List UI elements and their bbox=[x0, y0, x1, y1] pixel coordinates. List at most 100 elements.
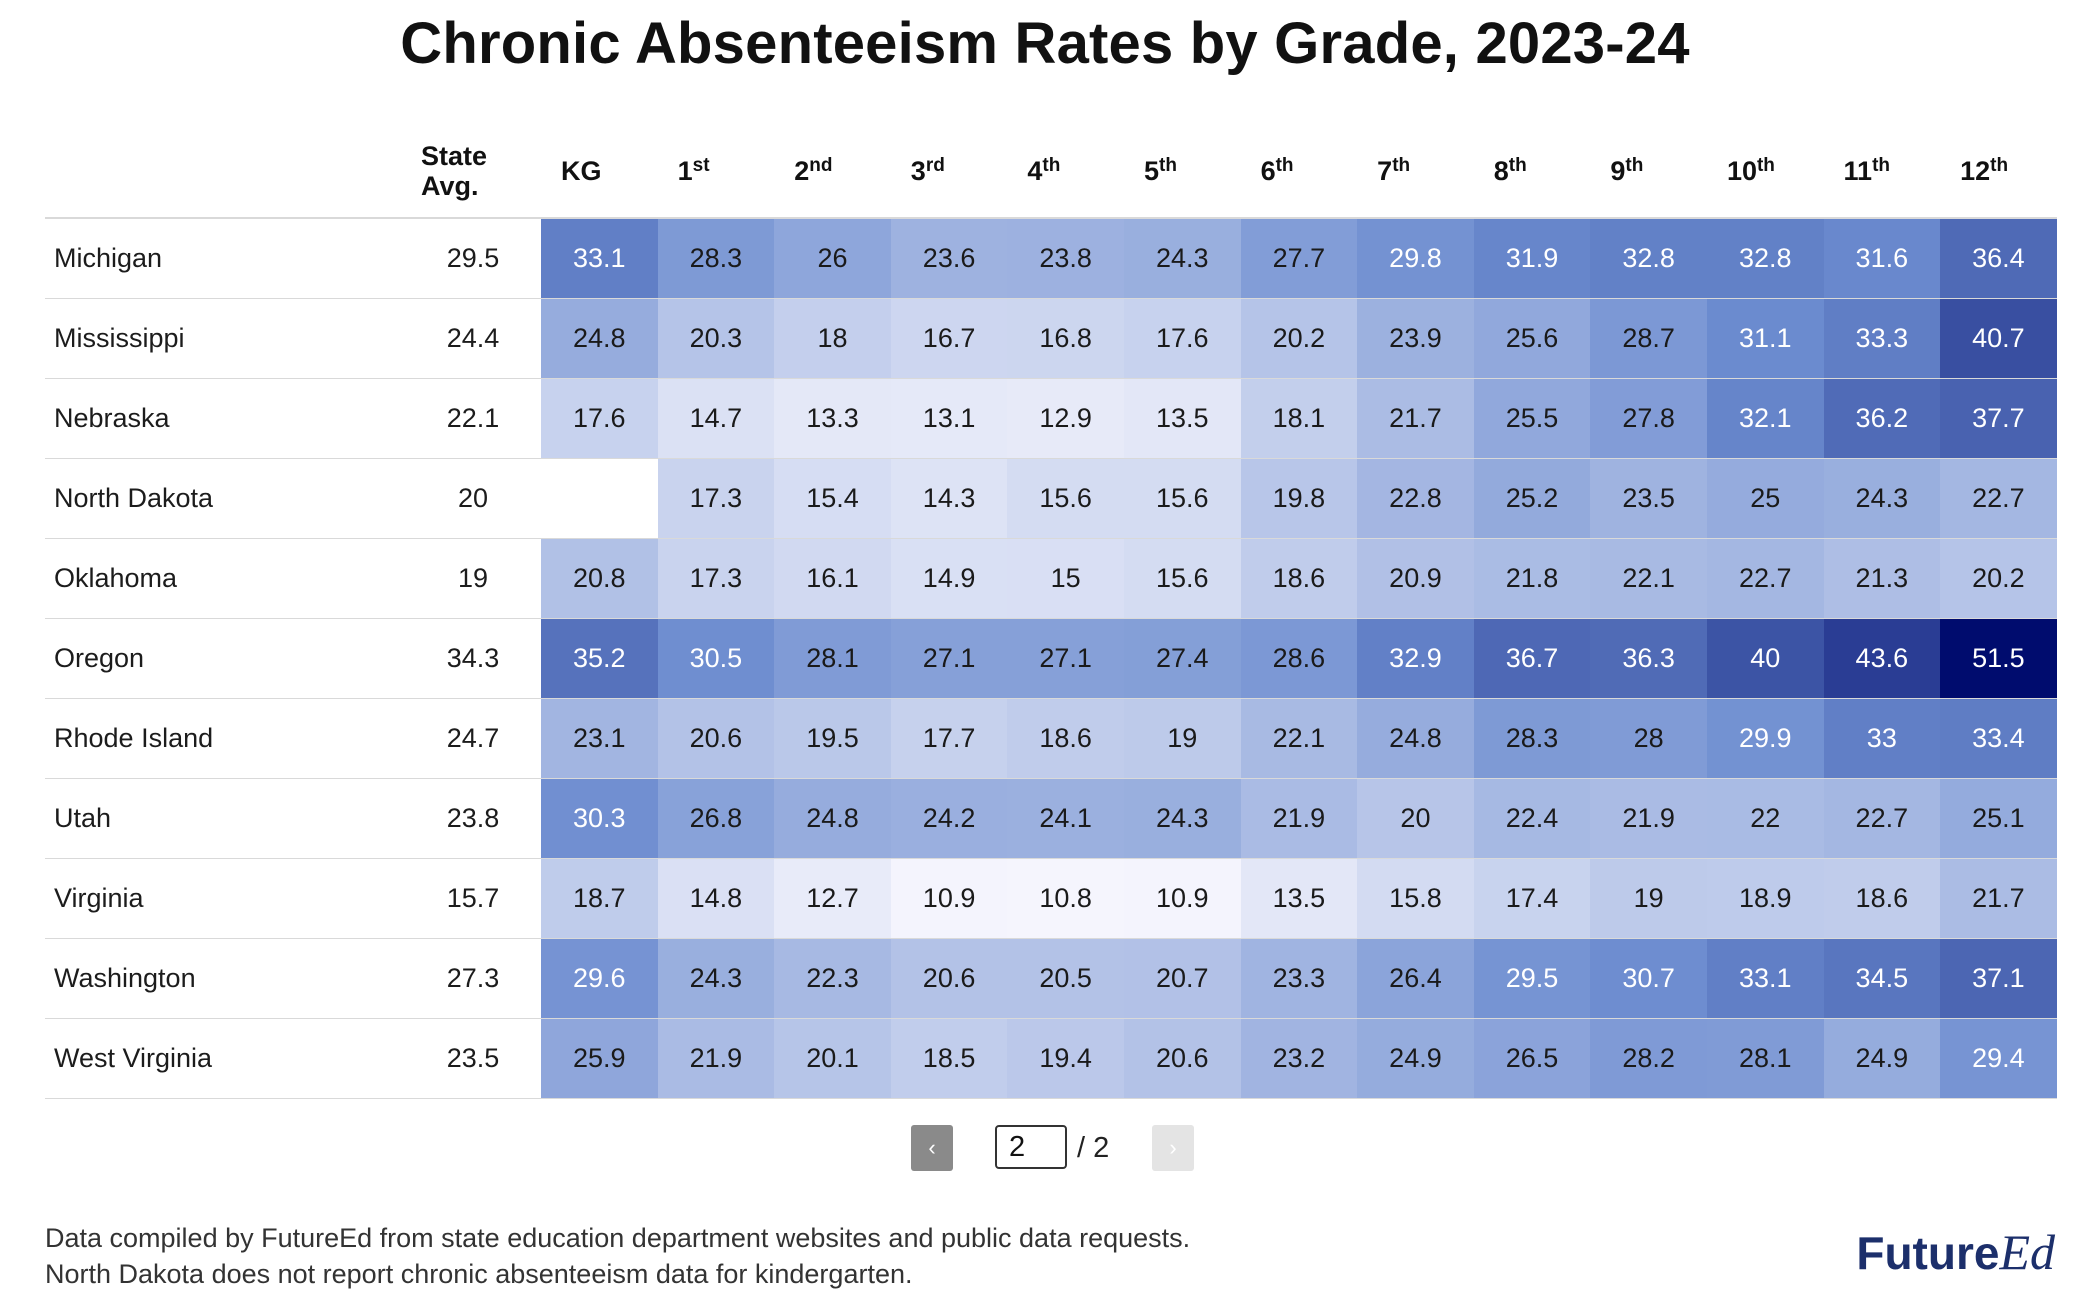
heatmap-cell: 23.6 bbox=[890, 218, 1008, 299]
grade-header-base: 10 bbox=[1726, 155, 1757, 186]
page-number-input[interactable] bbox=[995, 1125, 1067, 1169]
heatmap-cell: 40 bbox=[1706, 618, 1824, 699]
state-avg-cell: 19 bbox=[457, 563, 489, 593]
heatmap-cell: 27.8 bbox=[1590, 378, 1707, 459]
heatmap-cell: 25.2 bbox=[1473, 458, 1591, 539]
state-name-cell: Rhode Island bbox=[54, 723, 214, 753]
heatmap-cell: 29.8 bbox=[1357, 218, 1474, 299]
heatmap-cell: 33.4 bbox=[1940, 698, 2057, 779]
grade-header-base: 3 bbox=[910, 155, 926, 186]
heatmap-cell: 17.6 bbox=[1123, 298, 1241, 379]
grade-header-suffix: th bbox=[1392, 154, 1411, 176]
heatmap-cell: 13.1 bbox=[890, 378, 1008, 459]
header-row: State Avg. KG 1st 2nd 3rd 4th 5th 6th 7th 8th 9th… bbox=[45, 125, 2057, 218]
heatmap-cell: 32.8 bbox=[1590, 218, 1707, 299]
heatmap-cell: 17.3 bbox=[657, 458, 775, 539]
heatmap-cell: 21.9 bbox=[1590, 778, 1707, 859]
heatmap-cell: 13.3 bbox=[774, 378, 891, 459]
heatmap-cell: 29.5 bbox=[1473, 938, 1591, 1019]
state-avg-cell: 23.8 bbox=[446, 803, 500, 833]
heatmap-cell: 32.9 bbox=[1357, 618, 1474, 699]
heatmap-cell: 26 bbox=[774, 218, 891, 299]
state-column-header bbox=[45, 125, 405, 218]
heatmap-cell: 28.6 bbox=[1240, 618, 1358, 699]
grade-header-4th: 4th bbox=[1007, 125, 1124, 218]
table-row: Mississippi 24.4 24.8 20.3 18 16.7 16.8 17.6 20.… bbox=[45, 298, 2057, 379]
heatmap-cell: 21.7 bbox=[1357, 378, 1474, 459]
heatmap-cell: 20.8 bbox=[541, 538, 658, 619]
heatmap-cell: 28.3 bbox=[657, 218, 775, 299]
grade-header-1st: 1st bbox=[658, 125, 775, 218]
heatmap-cell: 24.3 bbox=[657, 938, 775, 1019]
grade-header-base: 1 bbox=[677, 155, 693, 186]
heatmap-cell: 18.9 bbox=[1706, 858, 1824, 939]
grade-header-6th: 6th bbox=[1241, 125, 1358, 218]
heatmap-cell: 19.5 bbox=[774, 698, 891, 779]
state-name-cell: Michigan bbox=[54, 243, 163, 273]
prev-page-button[interactable]: ‹ bbox=[911, 1125, 953, 1171]
grade-header-suffix: th bbox=[1990, 154, 2009, 176]
state-name-cell: West Virginia bbox=[54, 1043, 213, 1073]
grade-header-suffix: nd bbox=[809, 154, 833, 176]
heatmap-cell: 21.8 bbox=[1473, 538, 1591, 619]
heatmap-cell: 18 bbox=[774, 298, 891, 379]
footnote-north-dakota: North Dakota does not report chronic abs… bbox=[45, 1259, 913, 1289]
grade-header-suffix: st bbox=[692, 154, 710, 176]
state-name-cell: Utah bbox=[54, 803, 112, 833]
heatmap-cell: 23.8 bbox=[1007, 218, 1124, 299]
heatmap-cell: 24.3 bbox=[1823, 458, 1941, 539]
table-row: Rhode Island 24.7 23.1 20.6 19.5 17.7 18.6 19 22… bbox=[45, 698, 2057, 779]
heatmap-cell: 33 bbox=[1823, 698, 1941, 779]
heatmap-cell: 30.5 bbox=[657, 618, 775, 699]
heatmap-cell: 15.8 bbox=[1357, 858, 1474, 939]
heatmap-cell: 20.7 bbox=[1123, 938, 1241, 1019]
heatmap-cell: 24.9 bbox=[1823, 1018, 1941, 1099]
grade-header-suffix: th bbox=[1275, 154, 1294, 176]
heatmap-cell: 25 bbox=[1706, 458, 1824, 539]
grade-header-base: 12 bbox=[1960, 155, 1991, 186]
page-total-label: / 2 bbox=[1077, 1132, 1110, 1164]
heatmap-cell: 35.2 bbox=[541, 618, 658, 699]
state-name-cell: Virginia bbox=[54, 883, 144, 913]
state-avg-cell: 20 bbox=[457, 483, 489, 513]
next-page-button[interactable]: › bbox=[1152, 1125, 1194, 1171]
table-row: Utah 23.8 30.3 26.8 24.8 24.2 24.1 24.3 21.9 20 22… bbox=[45, 778, 2057, 859]
heatmap-cell: 15.6 bbox=[1123, 458, 1241, 539]
grade-header-base: KG bbox=[561, 155, 602, 186]
grade-header-suffix: rd bbox=[925, 154, 945, 176]
heatmap-cell: 21.3 bbox=[1823, 538, 1941, 619]
heatmap-cell: 28.1 bbox=[1706, 1018, 1824, 1099]
heatmap-cell: 24.3 bbox=[1123, 218, 1241, 299]
heatmap-cell: 29.4 bbox=[1940, 1018, 2057, 1099]
heatmap-cell: 24.8 bbox=[1357, 698, 1474, 779]
table-row: Washington 27.3 29.6 24.3 22.3 20.6 20.5 20.7 23… bbox=[45, 938, 2057, 1019]
heatmap-cell: 27.1 bbox=[890, 618, 1008, 699]
grade-header-10th: 10th bbox=[1707, 125, 1824, 218]
heatmap-cell: 17.3 bbox=[657, 538, 775, 619]
heatmap-cell: 18.6 bbox=[1007, 698, 1124, 779]
logo-text-ed: Ed bbox=[1999, 1224, 2055, 1280]
heatmap-cell: 36.3 bbox=[1590, 618, 1707, 699]
grade-header-base: 11 bbox=[1843, 155, 1873, 186]
pagination: ‹ / 2 › bbox=[0, 1121, 2090, 1171]
heatmap-cell: 10.8 bbox=[1007, 858, 1124, 939]
grade-header-3rd: 3rd bbox=[891, 125, 1008, 218]
heatmap-cell: 22.8 bbox=[1357, 458, 1474, 539]
footnotes: Data compiled by FutureEd from state edu… bbox=[45, 1220, 1190, 1292]
heatmap-cell: 15.6 bbox=[1123, 538, 1241, 619]
grade-header-2nd: 2nd bbox=[774, 125, 891, 218]
grade-header-suffix: th bbox=[1756, 154, 1775, 176]
state-avg-header: State Avg. bbox=[405, 125, 541, 218]
heatmap-cell: 28 bbox=[1590, 698, 1707, 779]
grade-header-base: 8 bbox=[1493, 155, 1509, 186]
heatmap-cell: 27.7 bbox=[1240, 218, 1358, 299]
heatmap-cell: 37.1 bbox=[1940, 938, 2057, 1019]
page-title: Chronic Absenteeism Rates by Grade, 2023… bbox=[400, 11, 1690, 76]
grade-header-suffix: th bbox=[1508, 154, 1527, 176]
grade-header-base: 7 bbox=[1377, 155, 1393, 186]
heatmap-cell: 10.9 bbox=[890, 858, 1008, 939]
state-avg-cell: 24.7 bbox=[446, 723, 500, 753]
table-row: North Dakota 20 17.3 15.4 14.3 15.6 15.6 19.8 22… bbox=[45, 458, 2057, 539]
heatmap-cell: 27.4 bbox=[1123, 618, 1241, 699]
table-row: Oklahoma 19 20.8 17.3 16.1 14.9 15 15.6 18.6 20.9… bbox=[45, 538, 2057, 619]
